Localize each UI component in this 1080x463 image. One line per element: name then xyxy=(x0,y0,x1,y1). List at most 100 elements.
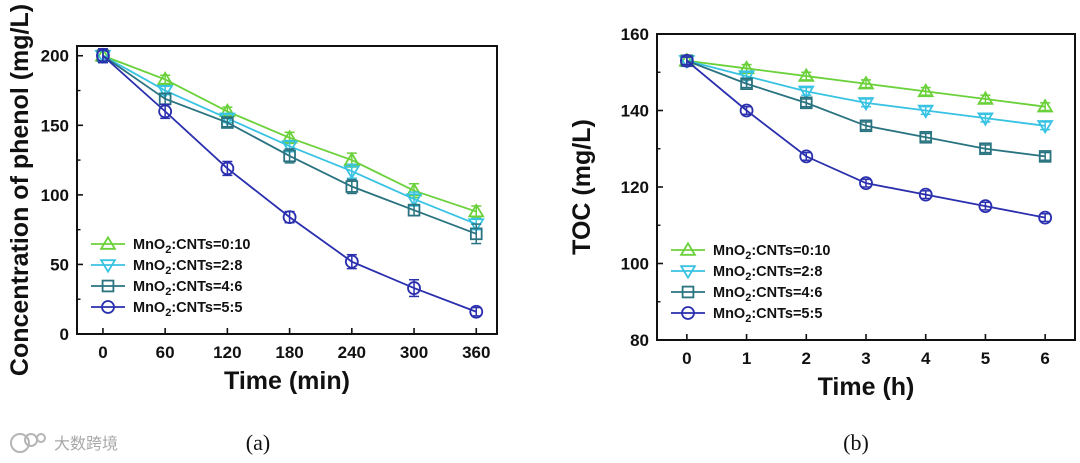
data-point xyxy=(405,193,423,208)
x-tick-label: 240 xyxy=(338,343,366,362)
x-tick-label: 6 xyxy=(1040,349,1049,368)
data-point xyxy=(156,71,174,86)
data-point xyxy=(407,203,421,217)
data-point xyxy=(1038,210,1053,225)
y-axis-title: Concentration of phenol (mg/L) xyxy=(6,4,34,376)
data-marker xyxy=(799,149,814,164)
data-point xyxy=(919,130,933,144)
data-marker xyxy=(469,227,483,241)
legend-marker xyxy=(99,235,117,250)
y-tick-label: 0 xyxy=(60,325,69,344)
data-point xyxy=(976,90,994,105)
legend-marker xyxy=(679,265,697,280)
data-point xyxy=(96,48,110,63)
data-marker xyxy=(407,281,421,295)
data-marker xyxy=(220,161,235,176)
legend-marker xyxy=(679,241,697,256)
data-marker xyxy=(918,187,933,202)
legend-marker xyxy=(681,285,695,299)
y-tick-label: 200 xyxy=(41,47,69,66)
y-tick-label: 50 xyxy=(50,255,69,274)
data-point xyxy=(156,84,174,99)
x-tick-label: 3 xyxy=(861,349,870,368)
data-point xyxy=(469,227,483,241)
y-tick-label: 160 xyxy=(621,25,649,44)
data-marker xyxy=(797,67,815,82)
panel-caption: (a) xyxy=(246,430,270,455)
data-point xyxy=(859,119,873,133)
y-tick-label: 120 xyxy=(621,178,649,197)
chart-panel-b: 0 1 2 3 4 5 6 80 100 120 140 160 Time (h) TOC (mg/L) (… xyxy=(568,25,1076,455)
data-point xyxy=(1036,120,1054,135)
data-point xyxy=(917,83,935,98)
legend-label: MnO2:CNTs=5:5 xyxy=(133,300,242,319)
data-marker xyxy=(344,254,359,269)
data-point xyxy=(345,180,359,193)
data-point xyxy=(857,75,875,90)
data-marker xyxy=(283,149,296,163)
legend: MnO2:CNTs=0:10 MnO2:CNTs=2:8 MnO2:CNTs=4:6… xyxy=(91,235,250,319)
legend-label: MnO2:CNTs=2:8 xyxy=(133,258,242,277)
legend-marker xyxy=(681,306,695,320)
y-tick-label: 150 xyxy=(41,116,69,135)
data-point xyxy=(407,281,421,295)
x-tick-label: 1 xyxy=(742,349,751,368)
data-marker xyxy=(467,218,485,233)
data-marker xyxy=(1038,150,1052,163)
legend: MnO2:CNTs=0:10 MnO2:CNTs=2:8 MnO2:CNTs=4:6… xyxy=(671,241,830,325)
legend-label: MnO2:CNTs=4:6 xyxy=(133,279,242,298)
data-point xyxy=(799,96,813,110)
data-marker xyxy=(1038,210,1053,225)
data-marker xyxy=(979,142,992,156)
legend-item: MnO2:CNTs=4:6 xyxy=(671,285,822,304)
legend-item: MnO2:CNTs=5:5 xyxy=(671,306,822,325)
x-tick-label: 5 xyxy=(981,349,990,368)
data-marker xyxy=(345,180,359,193)
data-point xyxy=(218,112,236,127)
data-marker xyxy=(158,104,173,119)
data-point xyxy=(739,103,754,118)
data-marker xyxy=(917,83,935,98)
x-tick-label: 360 xyxy=(462,343,490,362)
data-marker xyxy=(156,71,174,86)
data-marker xyxy=(978,199,993,214)
data-marker xyxy=(156,84,174,99)
data-point xyxy=(283,149,296,163)
data-point xyxy=(220,161,235,176)
legend-label: MnO2:CNTs=2:8 xyxy=(713,264,822,283)
data-marker xyxy=(859,119,873,133)
data-marker xyxy=(919,130,933,144)
data-point xyxy=(158,104,173,119)
data-point xyxy=(1036,98,1054,113)
data-marker xyxy=(738,70,756,85)
y-tick-label: 80 xyxy=(630,331,649,350)
x-tick-label: 0 xyxy=(682,349,691,368)
data-marker xyxy=(281,140,299,155)
x-axis-title: Time (h) xyxy=(818,373,915,401)
data-point xyxy=(918,187,933,202)
legend-item: MnO2:CNTs=0:10 xyxy=(91,235,250,256)
data-point xyxy=(282,210,297,225)
x-tick-label: 2 xyxy=(802,349,811,368)
y-tick-label: 140 xyxy=(621,102,649,121)
data-series xyxy=(96,48,484,319)
data-point xyxy=(976,112,994,127)
data-marker xyxy=(469,304,484,319)
data-point xyxy=(738,70,756,85)
data-point xyxy=(467,203,485,218)
data-marker xyxy=(1036,98,1054,113)
data-marker xyxy=(740,77,753,91)
data-point xyxy=(740,77,753,91)
data-point xyxy=(859,176,873,191)
data-marker xyxy=(407,203,421,217)
data-marker xyxy=(467,203,485,218)
data-marker xyxy=(739,103,754,118)
x-tick-label: 180 xyxy=(275,343,303,362)
plot-frame xyxy=(76,45,498,335)
data-point xyxy=(344,254,359,269)
legend-label: MnO2:CNTs=0:10 xyxy=(713,243,830,262)
legend-item: MnO2:CNTs=5:5 xyxy=(91,300,242,319)
data-marker xyxy=(221,116,234,129)
legend-item: MnO2:CNTs=2:8 xyxy=(91,258,242,277)
